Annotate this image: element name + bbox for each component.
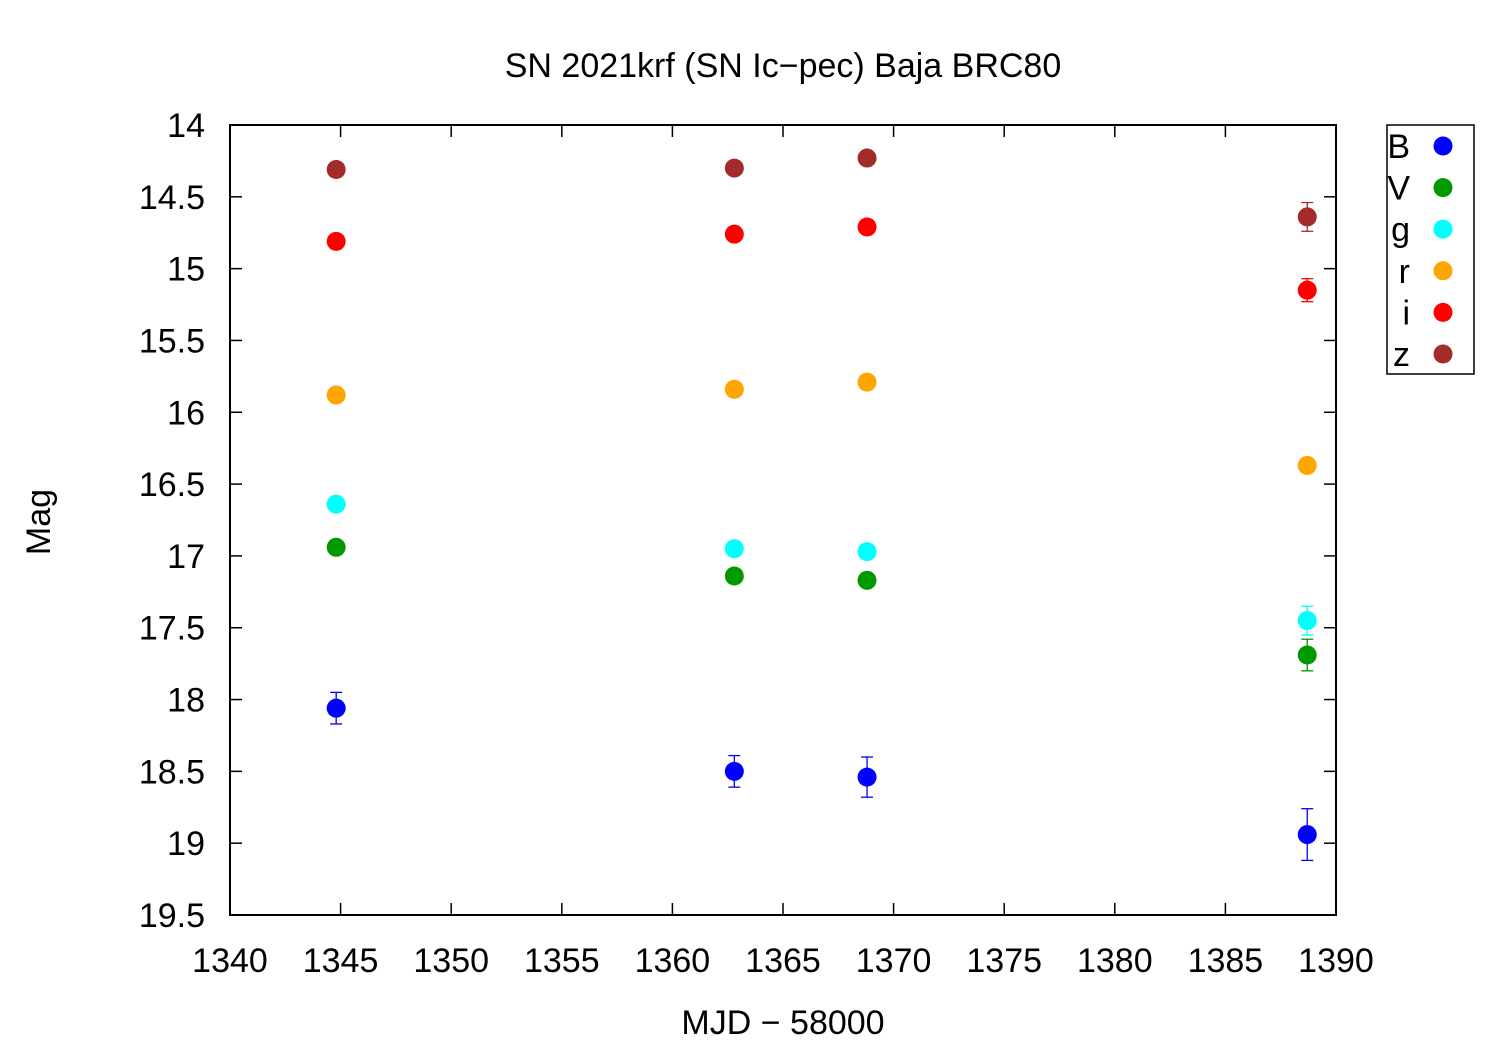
data-point-r	[857, 372, 877, 392]
data-point-r	[326, 385, 346, 405]
data-point-z	[724, 158, 744, 178]
x-tick-label: 1385	[1188, 942, 1264, 980]
y-tick-label: 14	[167, 107, 205, 145]
data-point-r	[724, 379, 744, 399]
data-point-i	[326, 231, 346, 251]
x-axis-label: MJD − 58000	[681, 1004, 884, 1042]
x-tick-label: 1345	[303, 942, 379, 980]
axis-ticks: 1340 1345 1350 1355 1360 1365 1370 1375 1380 1385…	[139, 107, 1374, 980]
legend-label: r	[1399, 253, 1410, 291]
x-tick-label: 1355	[524, 942, 600, 980]
data-point-V	[1297, 645, 1317, 665]
chart-title: SN 2021krf (SN Ic−pec) Baja BRC80	[505, 47, 1062, 85]
legend-marker-z	[1433, 344, 1453, 364]
y-tick-label: 19.5	[139, 897, 205, 935]
legend-marker-r	[1433, 261, 1453, 281]
legend-marker-B	[1433, 136, 1453, 156]
data-point-B	[326, 698, 346, 718]
x-tick-label: 1375	[966, 942, 1042, 980]
plot-frame	[229, 124, 1337, 916]
data-point-B	[724, 761, 744, 781]
y-tick-label: 18.5	[139, 753, 205, 791]
x-tick-label: 1360	[635, 942, 711, 980]
x-tick-label: 1370	[856, 942, 932, 980]
y-axis-label: Mag	[20, 489, 58, 555]
data-point-V	[724, 566, 744, 586]
data-point-g	[326, 494, 346, 514]
x-tick-label: 1380	[1077, 942, 1153, 980]
y-tick-label: 14.5	[139, 179, 205, 217]
y-tick-label: 19	[167, 825, 205, 863]
data-point-i	[724, 224, 744, 244]
data-point-V	[857, 570, 877, 590]
data-point-z	[857, 148, 877, 168]
data-point-g	[857, 542, 877, 562]
y-tick-label: 18	[167, 682, 205, 720]
plot-marks	[326, 148, 1317, 862]
data-point-i	[857, 217, 877, 237]
x-tick-label: 1340	[192, 942, 268, 980]
legend-marker-g	[1433, 219, 1453, 239]
legend-label: i	[1402, 294, 1410, 332]
legend-label: V	[1387, 170, 1410, 208]
legend-label: g	[1391, 211, 1410, 249]
y-tick-label: 15.5	[139, 322, 205, 360]
x-tick-label: 1350	[413, 942, 489, 980]
y-tick-label: 16	[167, 394, 205, 432]
legend-marker-i	[1433, 302, 1453, 322]
data-point-g	[724, 539, 744, 559]
data-point-z	[1297, 207, 1317, 227]
data-point-V	[326, 537, 346, 557]
data-point-z	[326, 160, 346, 180]
x-tick-label: 1365	[745, 942, 821, 980]
data-point-g	[1297, 611, 1317, 631]
legend-label: z	[1393, 336, 1410, 374]
y-tick-label: 17	[167, 538, 205, 576]
legend-box	[1386, 124, 1475, 375]
y-tick-label: 16.5	[139, 466, 205, 504]
data-point-B	[857, 767, 877, 787]
data-point-B	[1297, 825, 1317, 845]
y-tick-label: 15	[167, 251, 205, 289]
legend-marker-V	[1433, 178, 1453, 198]
data-point-r	[1297, 455, 1317, 475]
y-tick-label: 17.5	[139, 610, 205, 648]
legend-label: B	[1387, 128, 1410, 166]
x-tick-label: 1390	[1298, 942, 1374, 980]
data-point-i	[1297, 280, 1317, 300]
